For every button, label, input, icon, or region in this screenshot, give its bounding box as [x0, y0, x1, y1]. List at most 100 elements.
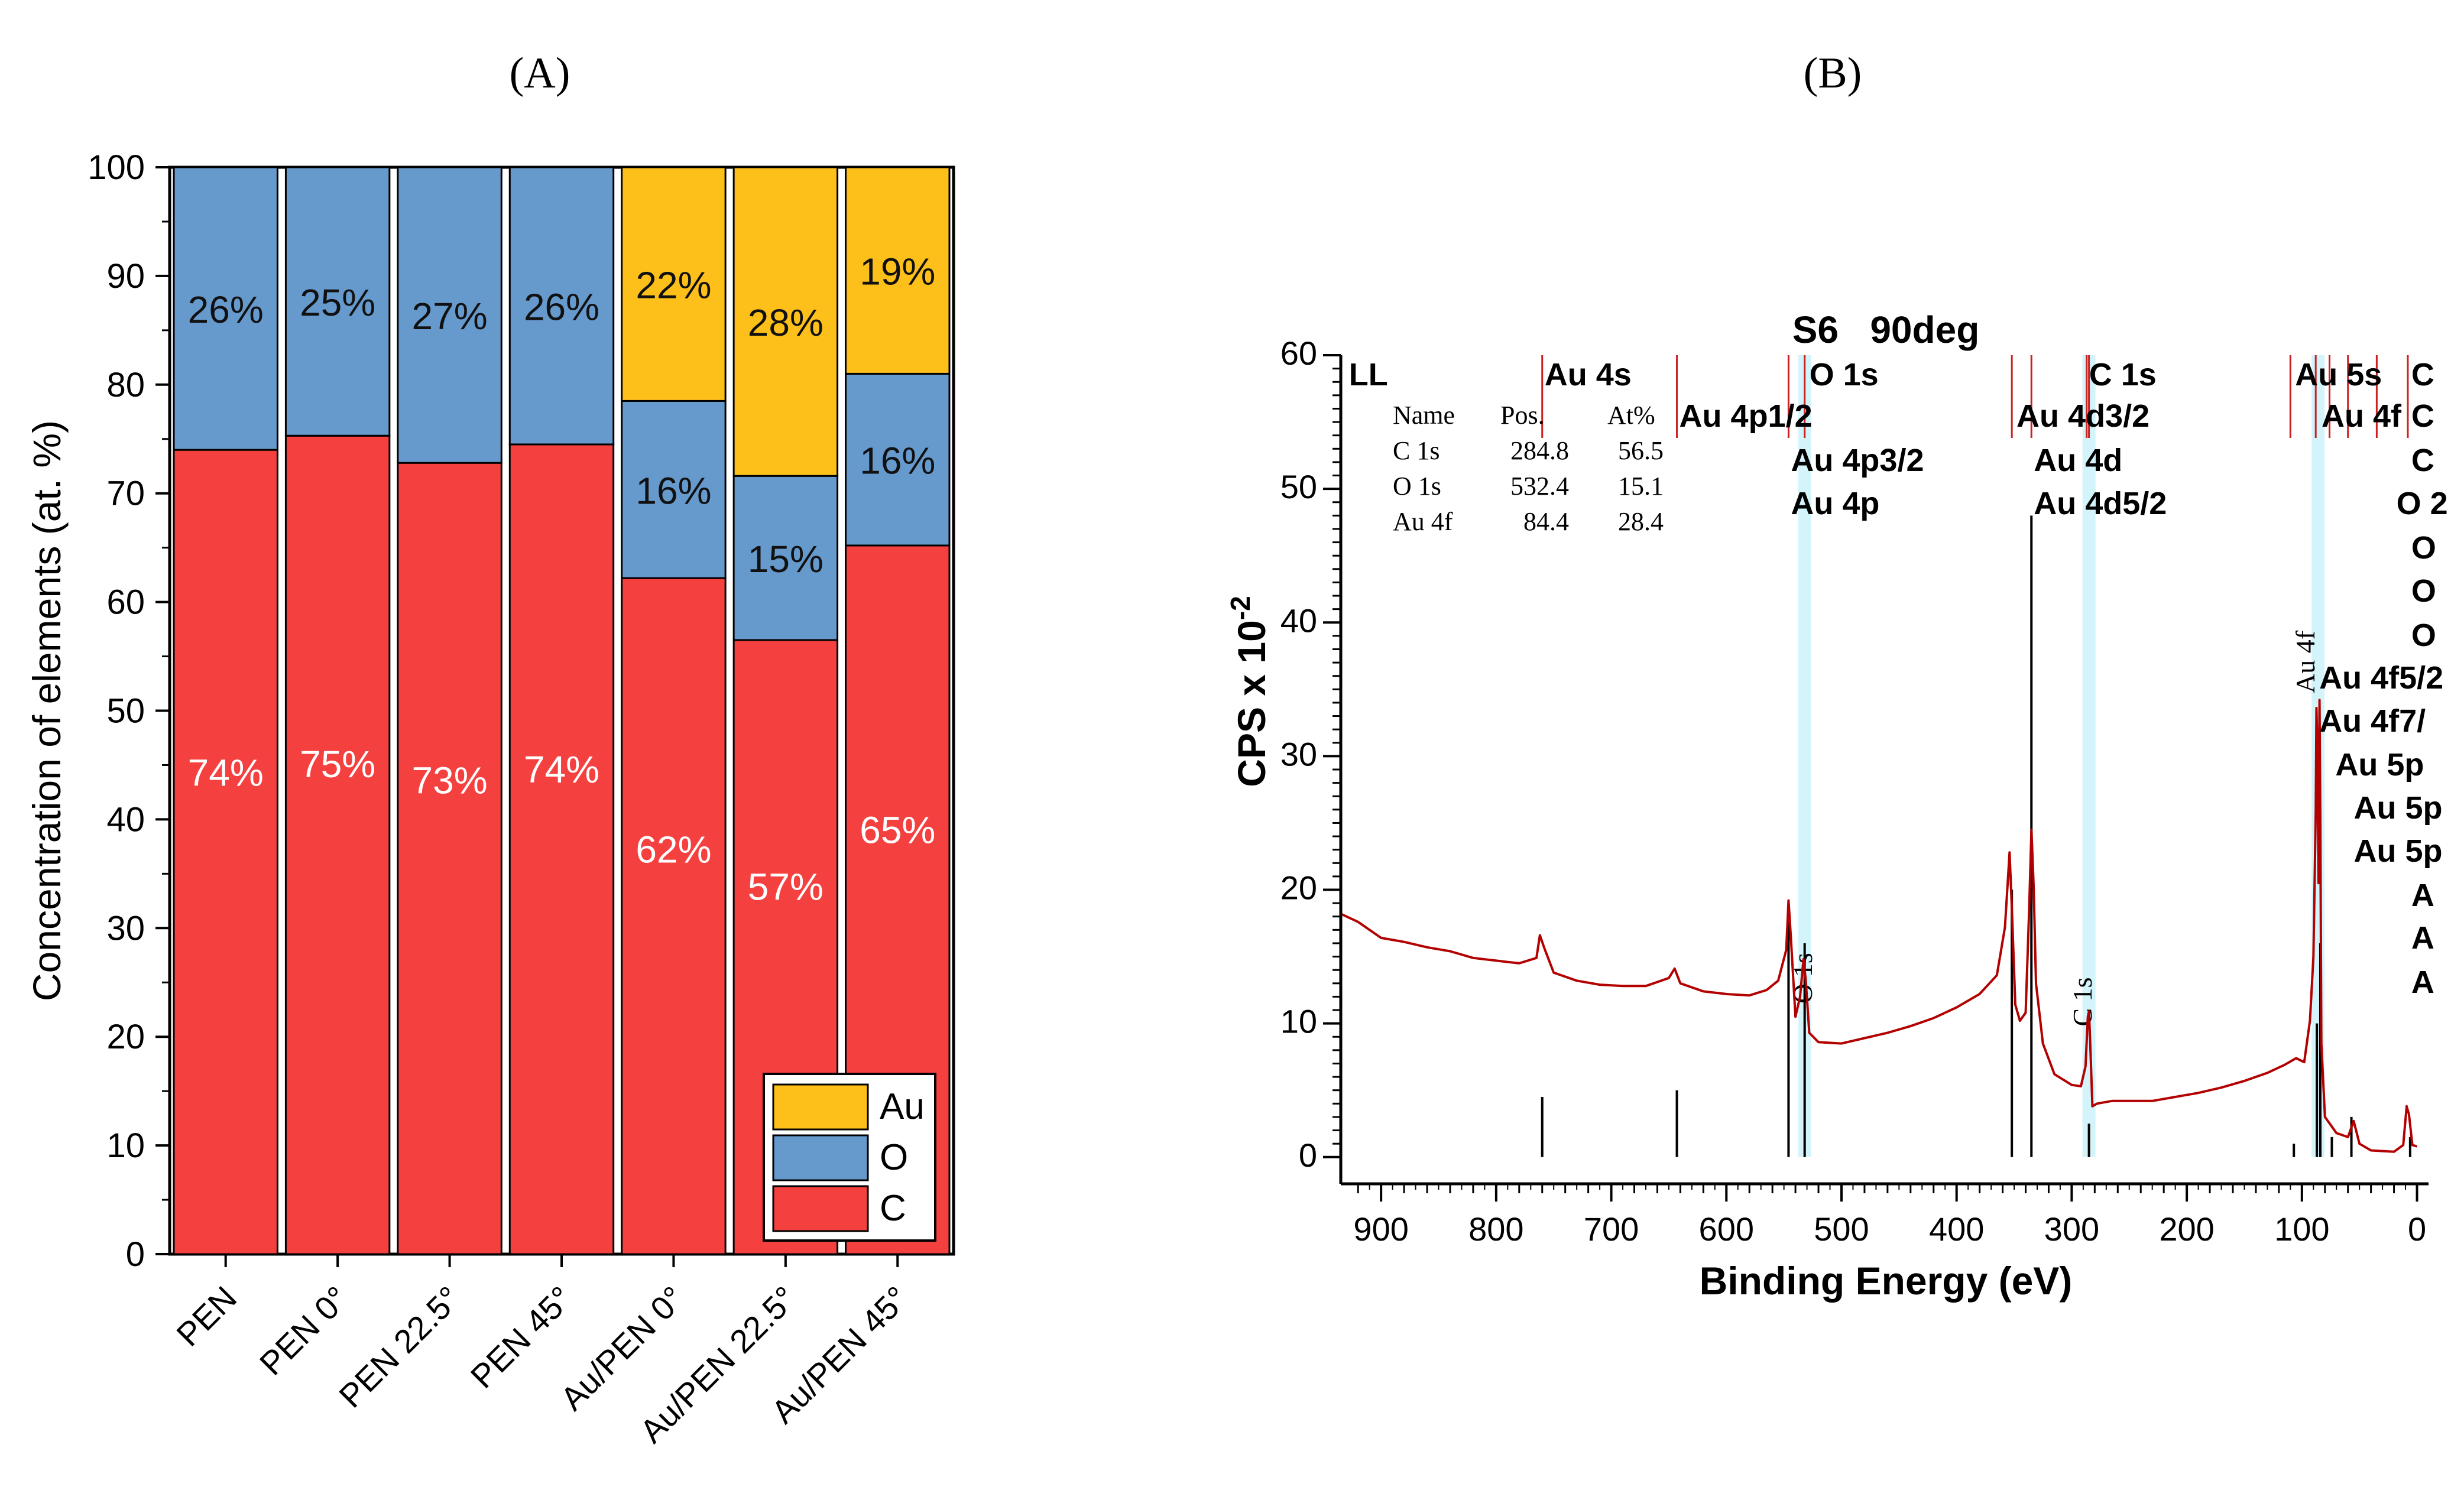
peak-table-cell: C 1s — [1393, 436, 1440, 465]
legend-swatch-au — [772, 1083, 869, 1131]
xps-spectrum-chart: O 1s C 1s Au 4f S6 90deg 0 10 20 30 40 50 60 900 800… — [1225, 309, 2448, 1303]
x-tick-label: 700 — [1584, 1210, 1639, 1248]
bar-data-label: 16% — [636, 469, 711, 512]
region-band — [2082, 355, 2096, 1157]
peak-label: Au 4s — [1545, 357, 1632, 392]
bar-data-label: 75% — [300, 743, 375, 785]
x-tick-label: 500 — [1814, 1210, 1869, 1248]
y-tick-label: 30 — [1280, 735, 1317, 772]
bar-data-label: 25% — [300, 281, 375, 324]
peak-label: Au 4f5/2 — [2319, 660, 2443, 696]
bar-data-label: 57% — [748, 866, 824, 908]
bar-data-label: 26% — [188, 288, 264, 331]
x-axis-label: Binding Energy (eV) — [1700, 1259, 2073, 1303]
bar-segment-o — [397, 166, 502, 464]
bar-segment-c — [621, 577, 727, 1255]
y-axis-label: CPS x 10-2 — [1225, 596, 1273, 787]
y-tick-label: 50 — [106, 692, 145, 730]
bar-data-label: 15% — [748, 538, 824, 580]
peak-table: Name Pos. At% C 1s 284.8 56.5 O 1s 532.4 15.1 Au … — [1393, 401, 1664, 536]
peak-label: O 1s — [1810, 357, 1879, 392]
legend-label: O — [880, 1137, 908, 1178]
peak-label: Au 5p — [2354, 790, 2443, 826]
peak-label: O — [2411, 618, 2436, 653]
bar-data-label: 22% — [636, 264, 711, 307]
y-tick-label: 100 — [87, 148, 145, 187]
peak-label: Au 4p1/2 — [1680, 398, 1813, 434]
y-tick-label: 70 — [106, 475, 145, 513]
peak-table-header: At% — [1607, 401, 1655, 430]
legend: Au OC — [763, 1073, 936, 1242]
y-tick-label: 10 — [1280, 1003, 1317, 1040]
bar-data-label: 16% — [860, 440, 935, 482]
x-tick-label: 600 — [1699, 1210, 1754, 1248]
bar-data-label: 74% — [188, 751, 264, 794]
bar-segment-o — [173, 166, 278, 451]
bar-data-label: 26% — [524, 285, 599, 328]
peak-label: Au 4f7/ — [2319, 703, 2426, 739]
x-tick-label: 100 — [2274, 1210, 2329, 1248]
y-tick-label: 20 — [106, 1018, 145, 1056]
y-tick-label: 50 — [1280, 468, 1317, 505]
panel-label-a: (A) — [510, 49, 570, 98]
y-tick-label: 30 — [106, 909, 145, 947]
peak-label: C — [2411, 357, 2434, 392]
bar-data-label: 27% — [412, 295, 488, 337]
x-tick-label: 800 — [1468, 1210, 1523, 1248]
peak-label: Au 4d3/2 — [2016, 398, 2149, 434]
y-tick-label: 40 — [1280, 602, 1317, 639]
peak-label: O — [2411, 530, 2436, 566]
stacked-bar-chart: 0 10 20 30 40 50 60 70 80 90 100 Concentration of e… — [25, 148, 955, 1450]
y-axis-label-exponent: -2 — [1225, 596, 1256, 620]
peak-label: Au 4f — [2322, 398, 2402, 434]
bar-segment-au — [845, 166, 951, 375]
peak-table-cell: 15.1 — [1618, 472, 1664, 501]
legend-swatch-c — [772, 1185, 869, 1232]
peak-label: Au 4p — [1791, 486, 1879, 521]
y-tick-label: 0 — [126, 1235, 145, 1274]
bar-segment-c — [173, 449, 278, 1255]
peak-label: O — [2411, 573, 2436, 609]
peak-label: Au 4d — [2034, 443, 2122, 478]
y-tick-label: 90 — [106, 257, 145, 296]
peak-label: A — [2411, 920, 2434, 956]
x-tick-label: 400 — [1929, 1210, 1984, 1248]
y-axis-label: Concentration of elements (at. %) — [25, 420, 69, 1001]
peak-label: O 2 — [2397, 486, 2448, 521]
region-label: C 1s — [2067, 977, 2097, 1026]
peak-table-cell: 84.4 — [1523, 507, 1569, 536]
region-label: Au 4f — [2290, 630, 2320, 693]
y-axis-label-text: CPS x 10 — [1230, 620, 1273, 787]
peak-label: Au 5p — [2335, 747, 2424, 783]
legend-label: Au — [880, 1086, 925, 1127]
x-tick-label: 200 — [2159, 1210, 2214, 1248]
peak-table-header: Name — [1393, 401, 1455, 430]
legend-swatch-o — [772, 1134, 869, 1181]
peak-label: C — [2411, 398, 2434, 434]
legend-label: C — [880, 1188, 906, 1229]
y-tick-label: 40 — [106, 800, 145, 839]
y-tick-label: 60 — [1280, 335, 1317, 372]
spectrum-series-line — [1340, 699, 2418, 1153]
bar-data-label: 65% — [860, 809, 935, 852]
peak-label: C — [2411, 443, 2434, 478]
peak-table-cell: O 1s — [1393, 472, 1441, 501]
chart-title: S6 90deg — [1792, 309, 1980, 351]
y-tick-label: 60 — [106, 583, 145, 622]
y-tick-label: 0 — [1299, 1137, 1317, 1174]
bar-segment-o — [508, 166, 615, 446]
bar-segment-au — [621, 166, 727, 402]
bar-segment-c — [284, 434, 391, 1255]
bar-data-label: 19% — [860, 251, 935, 293]
region-band — [1798, 355, 1811, 1157]
bar-data-label: 28% — [748, 301, 824, 344]
panel-label-b: (B) — [1804, 49, 1862, 98]
peak-label: Au 5p — [2354, 833, 2443, 869]
bar-segment-au — [732, 166, 839, 477]
peak-label: LL — [1349, 357, 1388, 392]
peak-label: Au 5s — [2295, 357, 2382, 392]
peak-table-header: Pos. — [1500, 401, 1545, 430]
peak-table-cell: Au 4f — [1393, 507, 1453, 536]
peak-table-cell: 284.8 — [1510, 436, 1569, 465]
